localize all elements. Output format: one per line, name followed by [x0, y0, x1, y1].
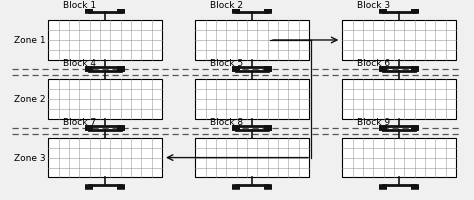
Bar: [342, 21, 456, 61]
Text: Zone 2: Zone 2: [14, 95, 46, 104]
Text: Block 1: Block 1: [63, 1, 96, 10]
Text: Block 3: Block 3: [357, 1, 390, 10]
Text: Block 9: Block 9: [357, 118, 390, 127]
Bar: [342, 138, 456, 178]
Text: Block 7: Block 7: [63, 118, 96, 127]
Text: Block 2: Block 2: [210, 1, 243, 10]
Bar: [342, 79, 456, 119]
Bar: [48, 79, 162, 119]
Text: Zone 3: Zone 3: [14, 153, 46, 162]
Bar: [195, 138, 309, 178]
Bar: [48, 138, 162, 178]
Bar: [48, 21, 162, 61]
Bar: [195, 79, 309, 119]
Text: Block 8: Block 8: [210, 118, 243, 127]
Text: Zone 1: Zone 1: [14, 36, 46, 45]
Bar: [195, 21, 309, 61]
Text: Block 5: Block 5: [210, 59, 243, 68]
Text: Block 4: Block 4: [63, 59, 96, 68]
Text: Block 6: Block 6: [357, 59, 390, 68]
